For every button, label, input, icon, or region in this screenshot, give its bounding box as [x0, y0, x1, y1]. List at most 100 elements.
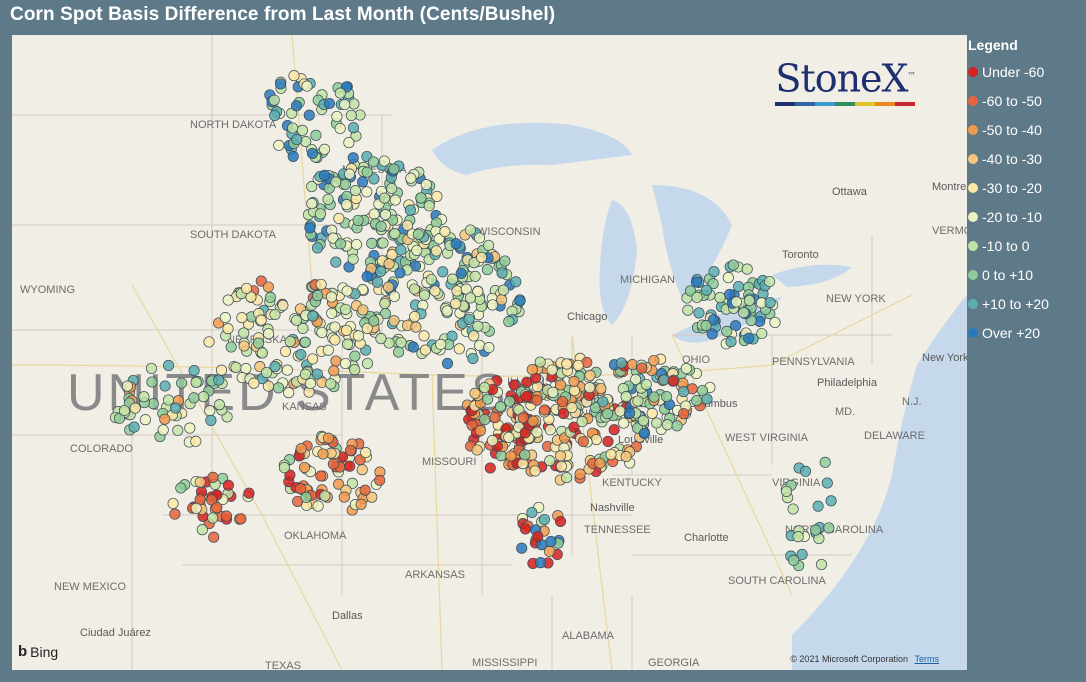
basis-point[interactable]: [780, 485, 793, 497]
basis-point[interactable]: [222, 323, 234, 335]
basis-point[interactable]: [691, 395, 703, 407]
basis-point[interactable]: [481, 264, 493, 276]
basis-point[interactable]: [243, 487, 255, 499]
basis-point[interactable]: [568, 375, 580, 387]
basis-point[interactable]: [439, 226, 451, 238]
basis-point[interactable]: [738, 307, 750, 319]
basis-point[interactable]: [118, 404, 130, 417]
basis-point[interactable]: [343, 168, 356, 180]
basis-point[interactable]: [601, 408, 613, 420]
basis-point[interactable]: [352, 214, 364, 226]
basis-point[interactable]: [196, 524, 208, 536]
basis-point[interactable]: [389, 194, 401, 206]
basis-point[interactable]: [418, 330, 430, 342]
basis-point[interactable]: [651, 417, 663, 429]
basis-point[interactable]: [539, 404, 551, 416]
basis-point[interactable]: [615, 357, 627, 369]
basis-point[interactable]: [347, 122, 360, 134]
basis-point[interactable]: [463, 313, 475, 325]
basis-point[interactable]: [307, 353, 319, 365]
basis-point[interactable]: [366, 237, 378, 249]
basis-point[interactable]: [188, 392, 200, 404]
basis-point[interactable]: [431, 190, 443, 202]
basis-point[interactable]: [304, 377, 317, 390]
basis-point[interactable]: [349, 185, 362, 197]
basis-point[interactable]: [314, 208, 326, 220]
basis-point[interactable]: [341, 285, 353, 297]
basis-point[interactable]: [531, 394, 543, 406]
basis-point[interactable]: [375, 333, 387, 345]
basis-point[interactable]: [788, 554, 800, 566]
basis-point[interactable]: [379, 209, 392, 221]
basis-point[interactable]: [256, 347, 268, 359]
basis-point[interactable]: [301, 80, 313, 92]
basis-point[interactable]: [453, 343, 465, 355]
basis-point[interactable]: [340, 324, 353, 336]
basis-point[interactable]: [261, 366, 273, 379]
basis-point[interactable]: [172, 424, 184, 436]
basis-point[interactable]: [325, 291, 338, 303]
basis-point[interactable]: [213, 399, 225, 411]
basis-point[interactable]: [281, 364, 293, 376]
basis-point[interactable]: [205, 414, 217, 426]
basis-point[interactable]: [350, 238, 363, 251]
basis-point[interactable]: [269, 361, 281, 373]
basis-point[interactable]: [430, 245, 442, 257]
basis-point[interactable]: [379, 297, 391, 309]
basis-point[interactable]: [311, 368, 323, 380]
basis-point[interactable]: [482, 393, 494, 405]
basis-point[interactable]: [678, 408, 690, 420]
basis-point[interactable]: [415, 192, 427, 204]
basis-point[interactable]: [299, 368, 312, 380]
basis-point[interactable]: [474, 425, 486, 437]
basis-point[interactable]: [496, 267, 508, 279]
basis-point[interactable]: [812, 500, 824, 512]
basis-point[interactable]: [504, 395, 516, 407]
basis-point[interactable]: [682, 304, 694, 316]
basis-point[interactable]: [318, 169, 331, 181]
basis-point[interactable]: [235, 513, 247, 525]
basis-point[interactable]: [680, 363, 692, 375]
basis-point[interactable]: [207, 471, 219, 483]
basis-point[interactable]: [410, 321, 422, 333]
basis-point[interactable]: [468, 330, 480, 342]
basis-point[interactable]: [419, 344, 431, 356]
basis-point[interactable]: [316, 326, 328, 338]
basis-point[interactable]: [574, 468, 586, 480]
basis-point[interactable]: [411, 244, 423, 256]
basis-point[interactable]: [346, 477, 358, 489]
basis-point[interactable]: [190, 376, 202, 388]
basis-point[interactable]: [194, 476, 206, 488]
basis-point[interactable]: [707, 314, 719, 326]
basis-point[interactable]: [769, 316, 781, 328]
basis-point[interactable]: [489, 412, 501, 424]
basis-point[interactable]: [255, 314, 267, 326]
basis-point[interactable]: [741, 263, 753, 275]
basis-point[interactable]: [355, 498, 367, 510]
basis-point[interactable]: [671, 420, 683, 432]
basis-point[interactable]: [520, 390, 533, 402]
basis-point[interactable]: [602, 435, 614, 447]
basis-point[interactable]: [383, 258, 395, 270]
basis-point[interactable]: [311, 242, 324, 254]
basis-point[interactable]: [296, 124, 308, 136]
basis-point[interactable]: [379, 192, 391, 204]
basis-point[interactable]: [275, 78, 287, 90]
basis-point[interactable]: [129, 402, 141, 414]
basis-point[interactable]: [614, 405, 626, 417]
basis-point[interactable]: [333, 212, 345, 224]
basis-point[interactable]: [306, 181, 318, 193]
basis-point[interactable]: [594, 457, 606, 469]
basis-point[interactable]: [407, 341, 419, 353]
basis-point[interactable]: [159, 380, 171, 392]
legend-item[interactable]: -40 to -30: [968, 144, 1083, 173]
basis-point[interactable]: [299, 336, 311, 348]
basis-point[interactable]: [298, 461, 311, 473]
basis-point[interactable]: [339, 99, 351, 111]
basis-point[interactable]: [721, 325, 733, 337]
basis-point[interactable]: [220, 510, 232, 522]
basis-point[interactable]: [207, 512, 219, 524]
basis-point[interactable]: [455, 267, 467, 280]
basis-point[interactable]: [278, 462, 290, 474]
basis-point[interactable]: [389, 228, 401, 240]
